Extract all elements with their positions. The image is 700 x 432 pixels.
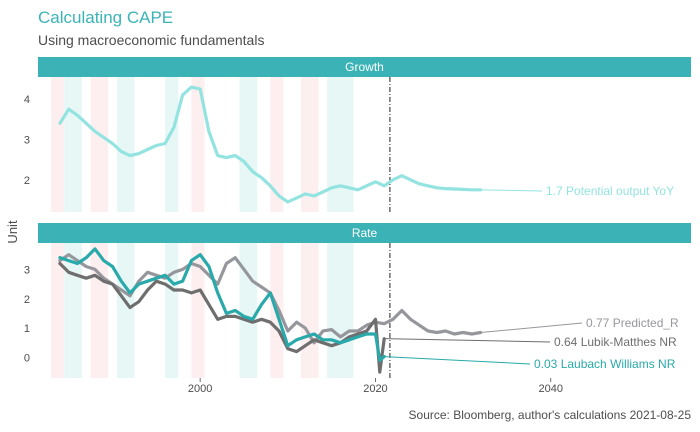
band-pink-growth-0 bbox=[51, 77, 65, 212]
y-tick-growth-3: 3 bbox=[24, 134, 30, 146]
chart-title: Calculating CAPE bbox=[38, 8, 173, 27]
strip-label-rate: Rate bbox=[352, 226, 378, 240]
series-line-growth-0 bbox=[58, 85, 483, 204]
band-pink-rate-0 bbox=[51, 243, 65, 378]
facet-strips: Growth Rate bbox=[38, 57, 691, 243]
band-pink-growth-3 bbox=[270, 77, 284, 212]
band-pink-growth-4 bbox=[300, 77, 319, 212]
band-teal-rate-1 bbox=[116, 243, 135, 378]
strip-rate bbox=[38, 223, 691, 243]
series-line-rate-1 bbox=[58, 261, 386, 374]
band-pink-growth-2 bbox=[191, 77, 205, 212]
band-teal-rate-2 bbox=[165, 243, 179, 378]
leader-rate-2 bbox=[384, 356, 531, 365]
band-pink-rate-4 bbox=[300, 243, 319, 378]
band-pink-growth-1 bbox=[90, 77, 109, 212]
y-tick-rate-3: 3 bbox=[24, 264, 30, 276]
x-tick-2040: 2040 bbox=[539, 383, 563, 395]
chart-caption: Source: Bloomberg, author's calculations… bbox=[409, 408, 692, 422]
leader-rate-1 bbox=[384, 338, 551, 343]
band-teal-growth-2 bbox=[165, 77, 179, 212]
y-tick-rate-1: 1 bbox=[24, 323, 30, 335]
recession-bands bbox=[51, 77, 354, 378]
y-axis-label: Unit bbox=[5, 220, 20, 244]
strip-label-growth: Growth bbox=[345, 60, 384, 74]
y-tick-growth-4: 4 bbox=[24, 94, 30, 106]
series-lines bbox=[58, 85, 483, 374]
band-teal-rate-3 bbox=[239, 243, 258, 378]
y-tick-growth-2: 2 bbox=[24, 175, 30, 187]
series-annotations: 1.7 Potential output YoY 0.77 Predicted_R… bbox=[384, 184, 679, 371]
leader-growth-0 bbox=[480, 189, 543, 192]
band-teal-rate-4 bbox=[327, 243, 354, 378]
leader-rate-0 bbox=[480, 322, 583, 334]
series-label-growth-0: 1.7 Potential output YoY bbox=[546, 184, 674, 198]
x-tick-2020: 2020 bbox=[363, 383, 387, 395]
x-tick-2000: 2000 bbox=[188, 383, 212, 395]
chart-subtitle: Using macroeconomic fundamentals bbox=[38, 32, 264, 48]
series-label-rate-1: 0.64 Lubik-Matthes NR bbox=[554, 335, 677, 349]
band-pink-rate-2 bbox=[191, 243, 205, 378]
band-teal-growth-0 bbox=[64, 77, 82, 212]
y-tick-rate-2: 2 bbox=[24, 294, 30, 306]
axes: 2 3 4 0 1 2 3 2000 2020 2040 bbox=[24, 77, 563, 395]
series-label-rate-2: 0.03 Laubach Williams NR bbox=[534, 357, 676, 371]
series-line-rate-2 bbox=[58, 247, 386, 362]
series-label-rate-0: 0.77 Predicted_R bbox=[586, 316, 679, 330]
y-tick-rate-0: 0 bbox=[24, 352, 30, 364]
band-teal-growth-4 bbox=[327, 77, 354, 212]
band-teal-growth-3 bbox=[239, 77, 258, 212]
band-teal-growth-1 bbox=[116, 77, 135, 212]
strip-growth bbox=[38, 57, 691, 77]
